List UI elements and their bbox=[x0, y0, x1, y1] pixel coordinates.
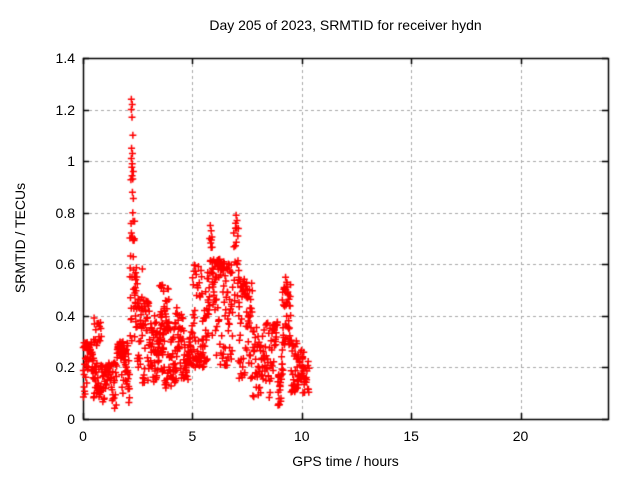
y-tick-label-0.6: 0.6 bbox=[55, 256, 75, 273]
y-tick-label-0.4: 0.4 bbox=[55, 307, 75, 324]
y-tick-label-1: 1 bbox=[67, 153, 75, 170]
y-tick-label-0.8: 0.8 bbox=[55, 204, 75, 221]
x-tick-label-10: 10 bbox=[293, 428, 310, 444]
x-tick-label-0: 0 bbox=[79, 428, 87, 444]
y-tick-label-1.2: 1.2 bbox=[55, 101, 75, 118]
y-tick-label-0: 0 bbox=[67, 411, 75, 427]
y-tick-label-0.2: 0.2 bbox=[55, 359, 75, 376]
y-axis-label: SRMTID / TECUs bbox=[12, 182, 28, 294]
x-tick-label-15: 15 bbox=[403, 428, 419, 444]
x-tick-label-5: 5 bbox=[188, 428, 197, 444]
x-axis-label: GPS time / hours bbox=[292, 453, 399, 469]
x-tick-label-20: 20 bbox=[512, 428, 529, 444]
y-tick-label-1.4: 1.4 bbox=[55, 50, 75, 66]
chart-title: Day 205 of 2023, SRMTID for receiver hyd… bbox=[209, 17, 482, 33]
